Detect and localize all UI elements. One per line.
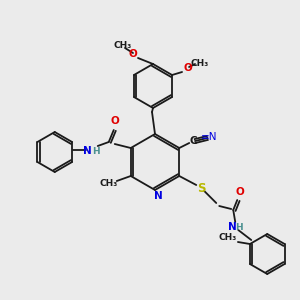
Text: CH₃: CH₃ (114, 41, 132, 50)
Text: CH₃: CH₃ (100, 179, 118, 188)
Text: CH₃: CH₃ (191, 58, 209, 68)
Text: C: C (189, 136, 197, 146)
Text: O: O (129, 49, 137, 59)
Text: O: O (184, 63, 192, 73)
Text: ≡N: ≡N (201, 132, 217, 142)
Text: N: N (154, 191, 162, 201)
Text: O: O (236, 187, 244, 197)
Text: N: N (83, 146, 92, 156)
Text: CH₃: CH₃ (219, 232, 237, 242)
Text: N: N (228, 222, 237, 232)
Text: H: H (92, 146, 100, 155)
Text: O: O (110, 116, 119, 126)
Text: S: S (197, 182, 206, 194)
Text: H: H (236, 223, 243, 232)
